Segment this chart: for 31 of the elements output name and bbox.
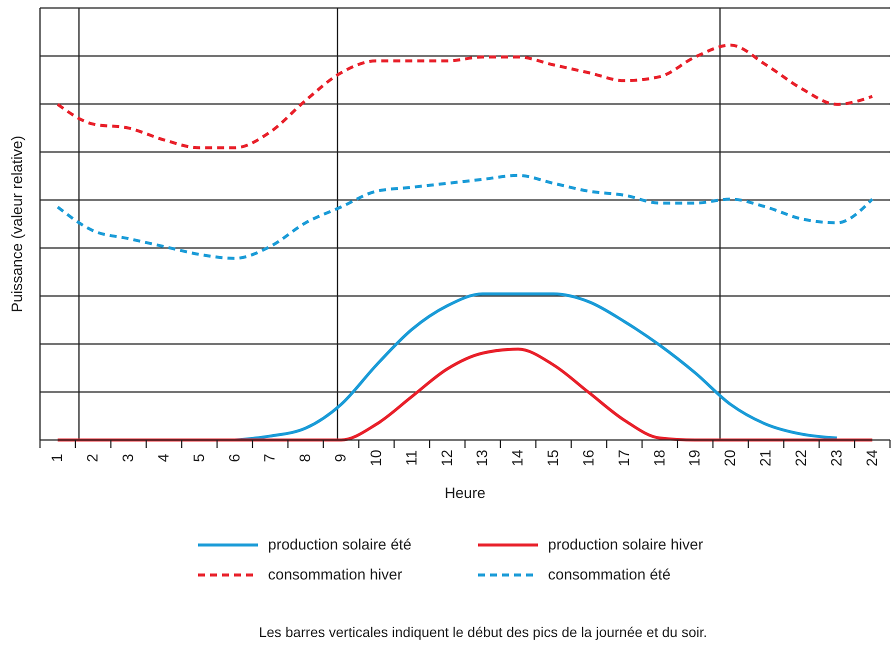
- x-tick-label: 14: [510, 450, 527, 466]
- legend-label: consommation été: [548, 566, 671, 584]
- x-tick-label: 19: [686, 450, 704, 466]
- x-tick-label: 16: [580, 450, 598, 466]
- x-tick-label: 3: [120, 454, 138, 462]
- x-tick-label: 15: [545, 450, 562, 466]
- x-tick-label: 8: [297, 454, 314, 462]
- x-tick-label: 17: [616, 450, 633, 466]
- x-tick-label: 22: [792, 450, 810, 466]
- x-tick-label: 9: [332, 454, 350, 462]
- x-tick-label: 11: [403, 450, 420, 466]
- x-tick-label: 7: [262, 454, 279, 462]
- x-tick-label: 20: [722, 450, 740, 466]
- x-tick-label: 12: [438, 450, 456, 466]
- x-axis-title: Heure: [444, 485, 486, 502]
- x-tick-label: 13: [474, 450, 492, 466]
- x-tick-label: 4: [155, 454, 172, 462]
- x-tick-label: 18: [651, 450, 668, 466]
- x-tick-label: 1: [49, 454, 66, 462]
- x-tick-label: 10: [368, 450, 385, 466]
- legend-label: production solaire hiver: [548, 536, 704, 554]
- text: Les barres verticales indiquent le début des pics de la journée et du soir.: [258, 624, 708, 640]
- x-tick-label: 2: [84, 454, 102, 462]
- y-axis-title: Puissance (valeur relative): [9, 136, 26, 312]
- x-tick-label: 24: [864, 450, 881, 466]
- x-tick-label: 23: [828, 450, 846, 466]
- x-tick-label: 5: [190, 454, 208, 462]
- x-tick-label: 6: [226, 454, 244, 462]
- x-tick-label: 21: [758, 450, 775, 466]
- legend-label: production solaire été: [268, 536, 412, 554]
- legend-label: consommation hiver: [268, 566, 402, 584]
